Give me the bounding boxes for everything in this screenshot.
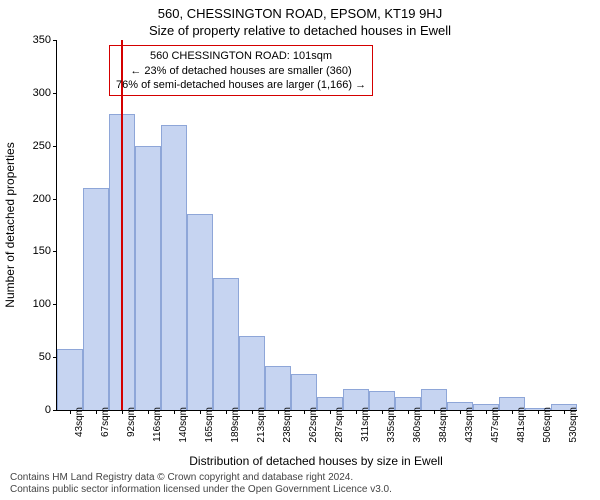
x-tick-mark: [460, 410, 461, 414]
chart-area: Number of detached properties 0501001502…: [56, 40, 576, 410]
x-tick-mark: [538, 410, 539, 414]
y-tick-label: 300: [17, 87, 51, 99]
x-tick-label: 67sqm: [100, 407, 111, 437]
x-tick-label: 481sqm: [516, 407, 527, 443]
x-axis-label: Distribution of detached houses by size …: [189, 454, 442, 468]
y-tick-mark: [53, 93, 57, 94]
x-tick-label: 165sqm: [204, 407, 215, 443]
y-axis-label: Number of detached properties: [3, 142, 17, 307]
histogram-bar: [83, 188, 109, 410]
x-tick-label: 360sqm: [412, 407, 423, 443]
y-tick-label: 0: [17, 404, 51, 416]
x-tick-label: 311sqm: [360, 407, 371, 442]
y-tick-label: 200: [17, 193, 51, 205]
y-tick-mark: [53, 304, 57, 305]
x-tick-mark: [174, 410, 175, 414]
chart-title: 560, CHESSINGTON ROAD, EPSOM, KT19 9HJ: [0, 0, 600, 21]
chart-container: 560, CHESSINGTON ROAD, EPSOM, KT19 9HJ S…: [0, 0, 600, 500]
x-tick-mark: [96, 410, 97, 414]
x-tick-mark: [252, 410, 253, 414]
y-tick-mark: [53, 199, 57, 200]
x-tick-label: 287sqm: [334, 407, 345, 443]
histogram-bar: [187, 214, 213, 410]
annotation-box: 560 CHESSINGTON ROAD: 101sqm← 23% of det…: [109, 45, 373, 96]
y-tick-mark: [53, 146, 57, 147]
plot-region: 05010015020025030035043sqm67sqm92sqm116s…: [56, 40, 577, 411]
histogram-bar: [265, 366, 291, 410]
x-tick-mark: [434, 410, 435, 414]
x-tick-label: 384sqm: [438, 407, 449, 443]
x-tick-label: 92sqm: [126, 407, 137, 437]
x-tick-label: 335sqm: [386, 407, 397, 443]
histogram-bar: [161, 125, 187, 410]
y-tick-label: 350: [17, 34, 51, 46]
y-tick-label: 250: [17, 140, 51, 152]
x-tick-mark: [408, 410, 409, 414]
x-tick-label: 506sqm: [542, 407, 553, 443]
footer-line-2: Contains public sector information licen…: [10, 484, 392, 496]
x-tick-mark: [200, 410, 201, 414]
x-tick-mark: [278, 410, 279, 414]
x-tick-label: 530sqm: [568, 407, 579, 443]
histogram-bar: [57, 349, 83, 410]
y-tick-mark: [53, 40, 57, 41]
x-tick-mark: [330, 410, 331, 414]
footer-attribution: Contains HM Land Registry data © Crown c…: [10, 472, 392, 496]
x-tick-mark: [382, 410, 383, 414]
x-tick-mark: [148, 410, 149, 414]
footer-line-1: Contains HM Land Registry data © Crown c…: [10, 472, 392, 484]
y-tick-mark: [53, 251, 57, 252]
y-tick-label: 100: [17, 298, 51, 310]
x-tick-label: 433sqm: [464, 407, 475, 443]
histogram-bar: [135, 146, 161, 410]
y-tick-label: 150: [17, 245, 51, 257]
x-tick-label: 140sqm: [178, 407, 189, 443]
y-tick-mark: [53, 410, 57, 411]
annotation-line: 76% of semi-detached houses are larger (…: [116, 78, 366, 92]
x-tick-label: 238sqm: [282, 407, 293, 443]
x-tick-label: 43sqm: [74, 407, 85, 437]
x-tick-mark: [512, 410, 513, 414]
x-tick-mark: [356, 410, 357, 414]
x-tick-label: 116sqm: [152, 407, 163, 442]
x-tick-mark: [226, 410, 227, 414]
chart-subtitle: Size of property relative to detached ho…: [0, 21, 600, 38]
x-tick-label: 213sqm: [256, 407, 267, 443]
annotation-line: ← 23% of detached houses are smaller (36…: [116, 64, 366, 78]
x-tick-label: 189sqm: [230, 407, 241, 443]
histogram-bar: [291, 374, 317, 410]
x-tick-mark: [304, 410, 305, 414]
y-tick-label: 50: [17, 351, 51, 363]
x-tick-label: 262sqm: [308, 407, 319, 443]
histogram-bar: [239, 336, 265, 410]
x-tick-mark: [486, 410, 487, 414]
x-tick-label: 457sqm: [490, 407, 501, 443]
histogram-bar: [213, 278, 239, 410]
x-tick-mark: [122, 410, 123, 414]
x-tick-mark: [564, 410, 565, 414]
annotation-line: 560 CHESSINGTON ROAD: 101sqm: [116, 49, 366, 63]
x-tick-mark: [70, 410, 71, 414]
